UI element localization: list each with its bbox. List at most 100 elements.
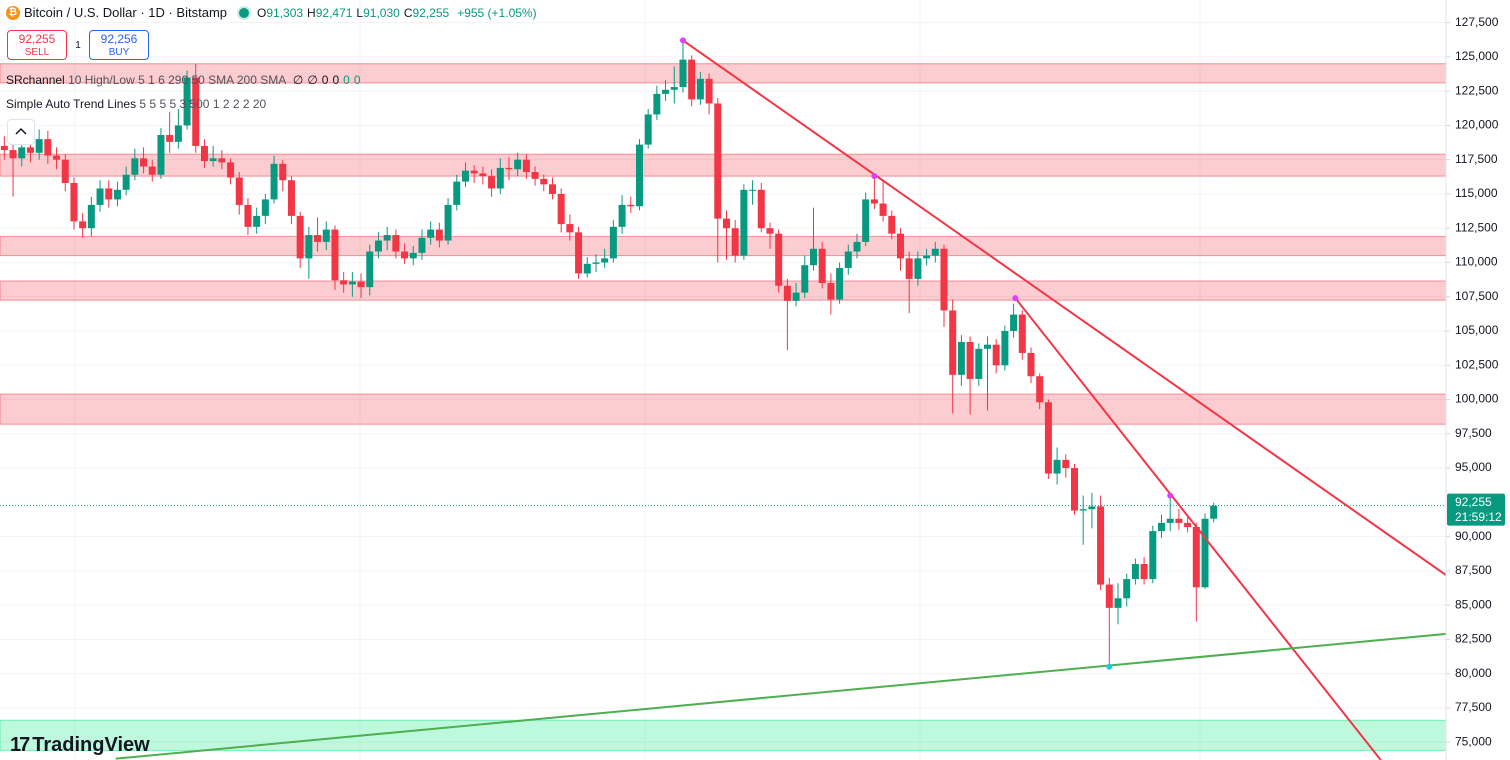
candle-body	[357, 281, 365, 288]
sr-zone	[0, 280, 1447, 301]
candle-body	[983, 344, 991, 349]
candle-body	[844, 251, 852, 268]
y-tick-label: 127,500	[1455, 15, 1499, 29]
sell-button[interactable]: 92,255 SELL	[7, 30, 67, 60]
candle-body	[1114, 598, 1122, 608]
y-tick-label: 100,000	[1455, 392, 1499, 406]
candle-body	[662, 89, 670, 94]
indicator-value: 0	[321, 73, 329, 87]
candle-body	[714, 103, 722, 219]
y-tick-label: 95,000	[1455, 460, 1492, 474]
y-tick-label: 75,000	[1455, 734, 1492, 748]
candle-body	[722, 218, 730, 229]
y-tick-label: 115,000	[1455, 186, 1498, 200]
indicator-legend[interactable]: SRchannel 10 High/Low 5 1 6 290 50 SMA 2…	[6, 73, 361, 87]
candle-body	[1053, 459, 1061, 474]
collapse-icon	[15, 127, 27, 135]
readout-key: H	[307, 6, 316, 20]
buy-price: 92,256	[100, 32, 138, 46]
candle-body	[522, 159, 530, 173]
candle-body	[1010, 314, 1018, 332]
candle-body	[174, 125, 182, 142]
indicator-legend[interactable]: Simple Auto Trend Lines 5 5 5 5 3 500 1 …	[6, 97, 266, 111]
readout-value: 91,030	[363, 6, 400, 20]
y-tick-label: 90,000	[1455, 529, 1492, 543]
y-tick-label: 77,500	[1455, 700, 1492, 714]
candle-body	[992, 344, 1000, 366]
trend-line	[115, 632, 1447, 760]
sr-zone	[0, 393, 1447, 425]
candle-body	[148, 166, 156, 175]
buy-button[interactable]: 92,256 BUY	[89, 30, 149, 60]
candle-body	[505, 167, 513, 170]
candle-body	[618, 204, 626, 227]
candle-body	[888, 215, 896, 234]
candle-body	[79, 221, 87, 229]
candle-body	[679, 59, 687, 88]
candle-body	[105, 188, 113, 200]
candle-body	[1140, 564, 1148, 580]
candle-body	[862, 199, 870, 242]
pivot-point	[1106, 663, 1113, 670]
buy-label: BUY	[108, 47, 130, 58]
candle-body	[383, 235, 391, 241]
candle-body	[96, 188, 104, 205]
candle-body	[583, 263, 591, 274]
candle-body	[575, 232, 583, 274]
candle-body	[453, 181, 461, 205]
candle-body	[1097, 506, 1105, 585]
candle-body	[418, 237, 426, 253]
candle-body	[0, 145, 8, 151]
candle-body	[975, 348, 983, 379]
candle-body	[1201, 518, 1209, 588]
candle-body	[514, 159, 522, 170]
candle-body	[740, 189, 748, 256]
candle-body	[1149, 531, 1157, 580]
spread: 1	[75, 39, 81, 51]
candle-body	[122, 174, 130, 190]
candle-body	[70, 182, 78, 222]
collapse-button[interactable]	[7, 119, 35, 145]
y-tick-label: 117,500	[1455, 152, 1498, 166]
y-tick-label: 125,000	[1455, 49, 1499, 63]
candle-body	[1157, 522, 1165, 532]
candle-body	[566, 224, 574, 233]
readout-item: C 92,255	[404, 6, 449, 20]
pivot-point	[871, 173, 878, 180]
y-tick-label: 107,500	[1455, 289, 1499, 303]
candle-body	[331, 229, 339, 281]
candle-body	[1044, 402, 1052, 474]
indicator-name: Simple Auto Trend Lines	[6, 97, 137, 111]
candle-body	[261, 199, 269, 216]
last-price-tag	[1447, 493, 1505, 526]
candle-body	[131, 158, 139, 175]
pivot-point	[1167, 492, 1174, 499]
candle-body	[305, 235, 313, 259]
candle-body	[53, 155, 61, 160]
readout-key: C	[403, 6, 413, 20]
candle-body	[444, 204, 452, 241]
indicator-value: 0	[353, 73, 361, 87]
candle-body	[688, 59, 696, 100]
candle-body	[409, 252, 417, 259]
candle-body	[287, 180, 295, 216]
header: ₿ Bitcoin / U.S. Dollar · 1D · Bitstamp …	[6, 5, 537, 20]
readout-item: L 91,030	[356, 6, 399, 20]
candle-body	[879, 203, 887, 216]
candle-body	[218, 158, 226, 163]
y-tick-label: 120,000	[1455, 118, 1499, 132]
candle-body	[270, 163, 278, 200]
candle-body	[235, 177, 243, 205]
candle-body	[531, 172, 539, 179]
candle-body	[157, 135, 165, 175]
candle-body	[627, 204, 635, 207]
change: +955 (+1.05%)	[457, 5, 537, 20]
candle-body	[9, 150, 17, 159]
candle-body	[227, 162, 235, 178]
candle-body	[1175, 518, 1183, 523]
candle-body	[548, 184, 556, 194]
readout-item: O 91,303	[257, 6, 303, 20]
pivot-point	[1012, 295, 1019, 302]
candle-body	[1001, 331, 1009, 366]
